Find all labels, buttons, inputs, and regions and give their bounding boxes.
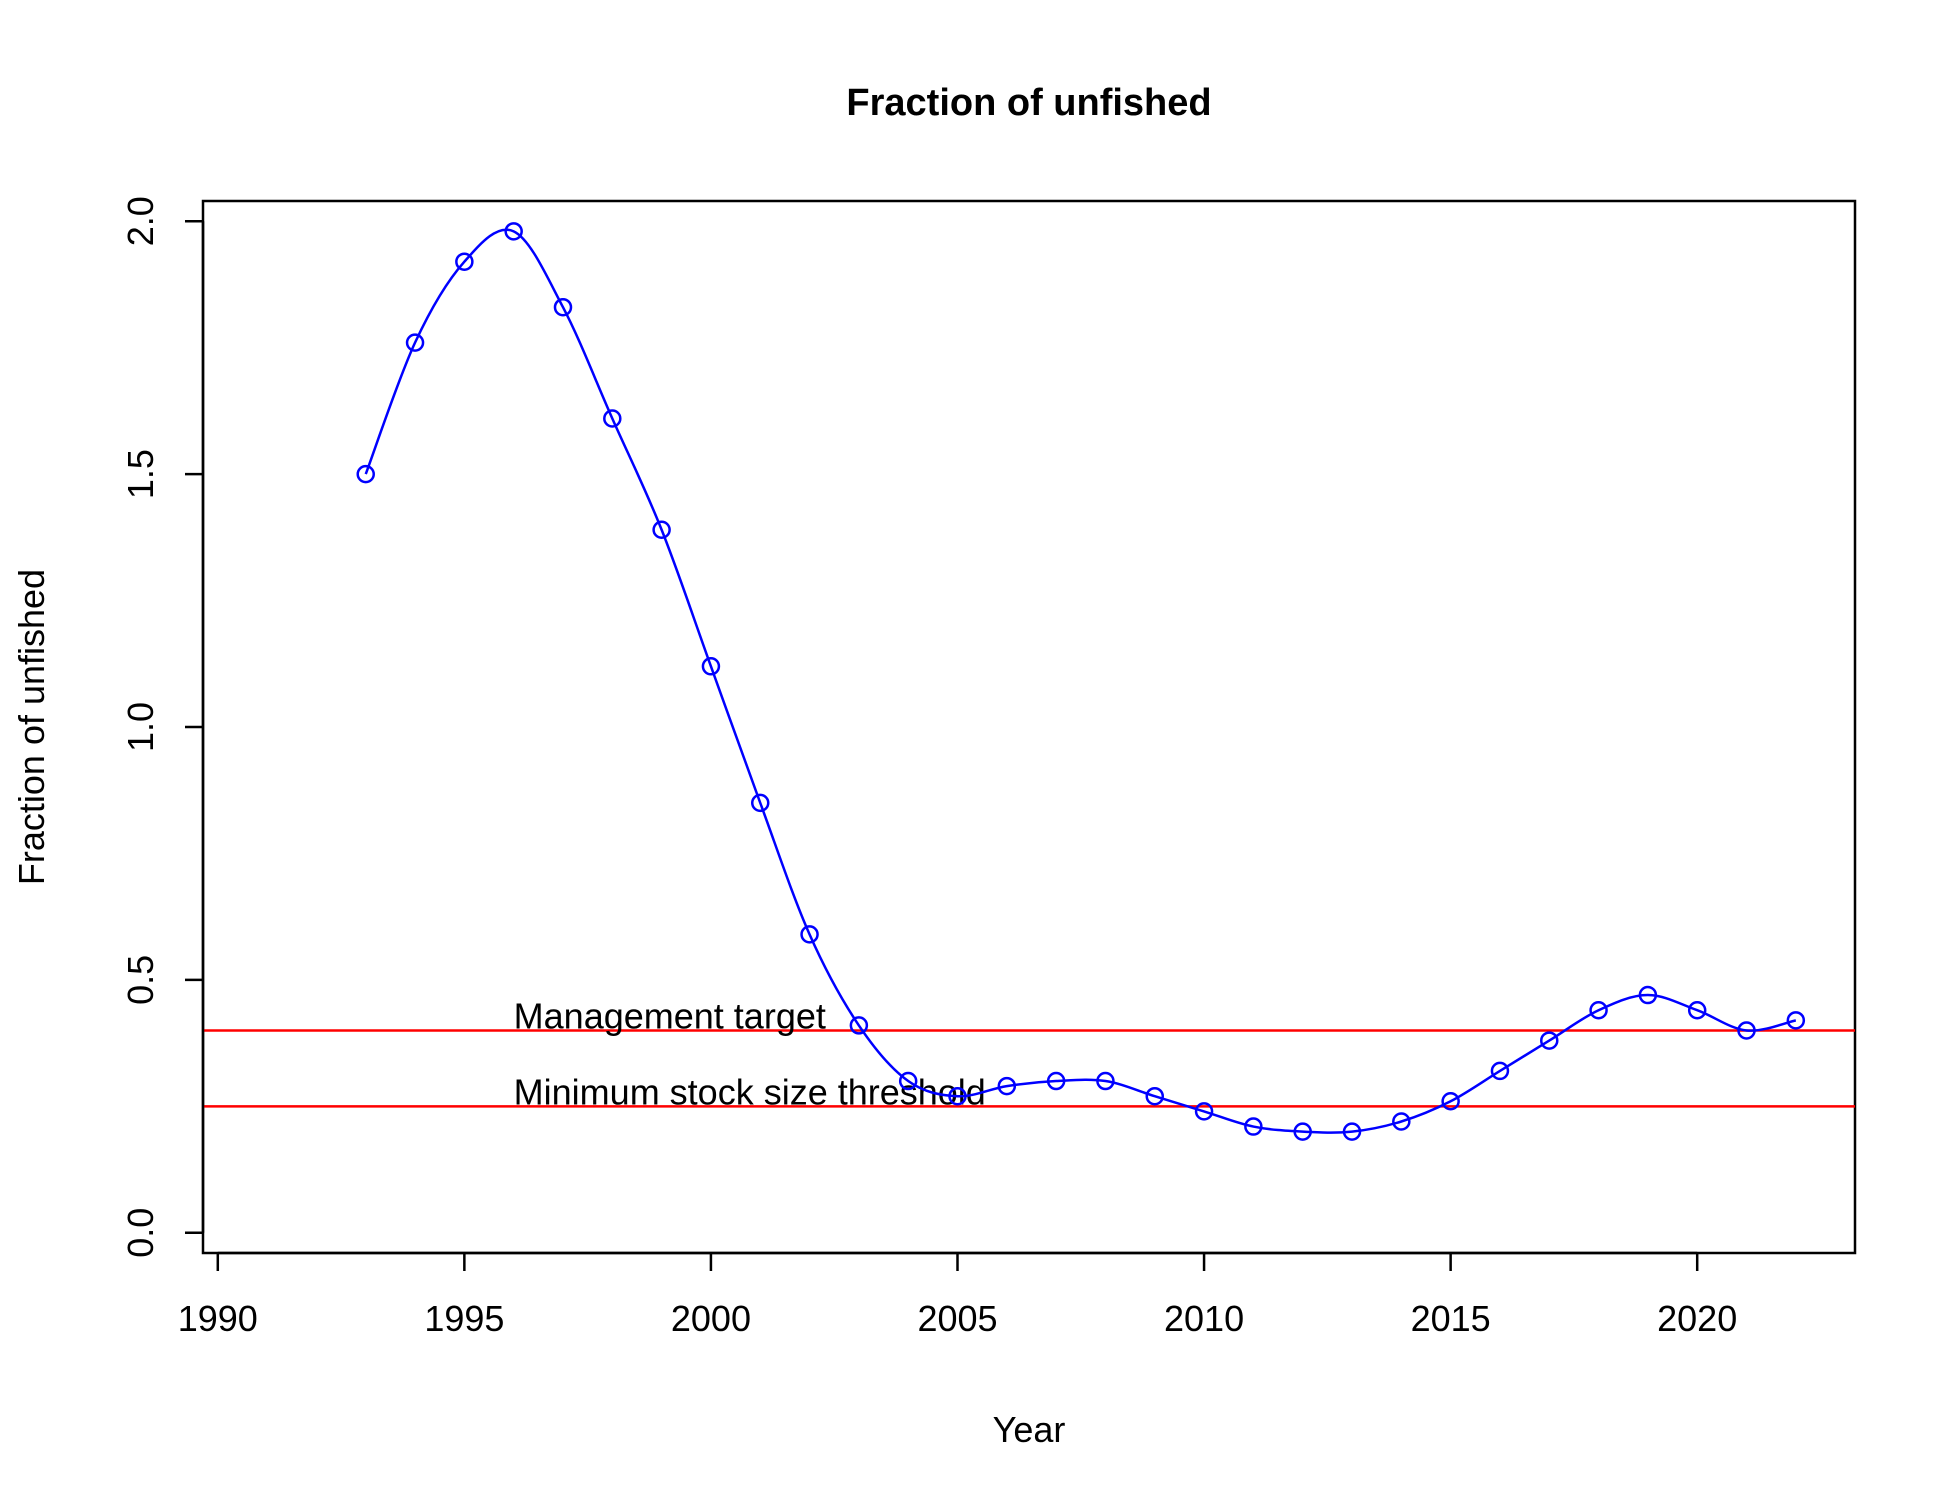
data-point (553, 297, 573, 317)
data-point (701, 657, 721, 676)
reference-line-label: Minimum stock size threshold (514, 1071, 986, 1112)
x-tick-label: 2020 (1657, 1298, 1737, 1339)
data-point (1293, 1122, 1312, 1141)
data-point (1194, 1102, 1214, 1121)
data-point (1638, 985, 1658, 1005)
x-tick-label: 2015 (1411, 1298, 1491, 1339)
data-point (1540, 1031, 1559, 1050)
data-point (849, 1016, 869, 1035)
y-axis: 0.0 0.5 1.0 1.5 2.0 (120, 196, 205, 1258)
x-axis-title: Year (993, 1409, 1066, 1450)
data-point (1589, 1000, 1608, 1020)
x-tick-label: 2000 (671, 1298, 751, 1339)
data-point (603, 409, 622, 428)
data-point (948, 1086, 967, 1106)
data-point (1687, 1000, 1707, 1020)
y-tick-label: 1.5 (120, 449, 161, 499)
x-axis: 1990 1995 2000 2005 2010 2015 2020 (178, 1251, 1737, 1339)
x-tick-label: 2005 (917, 1298, 997, 1339)
data-point (504, 222, 523, 241)
data-point (652, 520, 671, 539)
data-point (1244, 1117, 1263, 1136)
data-point (455, 252, 474, 271)
reference-labels: Management target Minimum stock size thre… (514, 995, 986, 1112)
y-tick-label: 2.0 (120, 196, 161, 246)
x-tick-label: 2010 (1164, 1298, 1244, 1339)
y-tick-label: 0.0 (120, 1208, 161, 1258)
data-point (1786, 1011, 1806, 1030)
data-point (1392, 1112, 1411, 1131)
plot-frame (201, 199, 1857, 1255)
data-point (1145, 1086, 1164, 1106)
y-axis-title: Fraction of unfished (11, 569, 52, 885)
reference-lines (203, 1029, 1855, 1108)
data-point (1441, 1092, 1460, 1111)
data-point (405, 333, 425, 352)
data-point (1490, 1061, 1510, 1081)
series-line (364, 228, 1797, 1134)
data-point (1737, 1021, 1756, 1040)
data-point (898, 1071, 918, 1091)
x-tick-label: 1995 (424, 1298, 504, 1339)
data-point (800, 925, 819, 944)
data-point (1046, 1071, 1066, 1091)
data-point (1342, 1122, 1362, 1141)
series-layer (356, 222, 1806, 1141)
y-tick-label: 1.0 (120, 702, 161, 752)
data-point (1096, 1071, 1115, 1091)
reference-line-label: Management target (514, 995, 826, 1036)
data-point (750, 793, 770, 813)
data-point (997, 1076, 1017, 1096)
data-point (356, 464, 375, 484)
chart-title: Fraction of unfished (846, 82, 1211, 124)
y-tick-label: 0.5 (120, 955, 161, 1005)
x-tick-label: 1990 (178, 1298, 258, 1339)
